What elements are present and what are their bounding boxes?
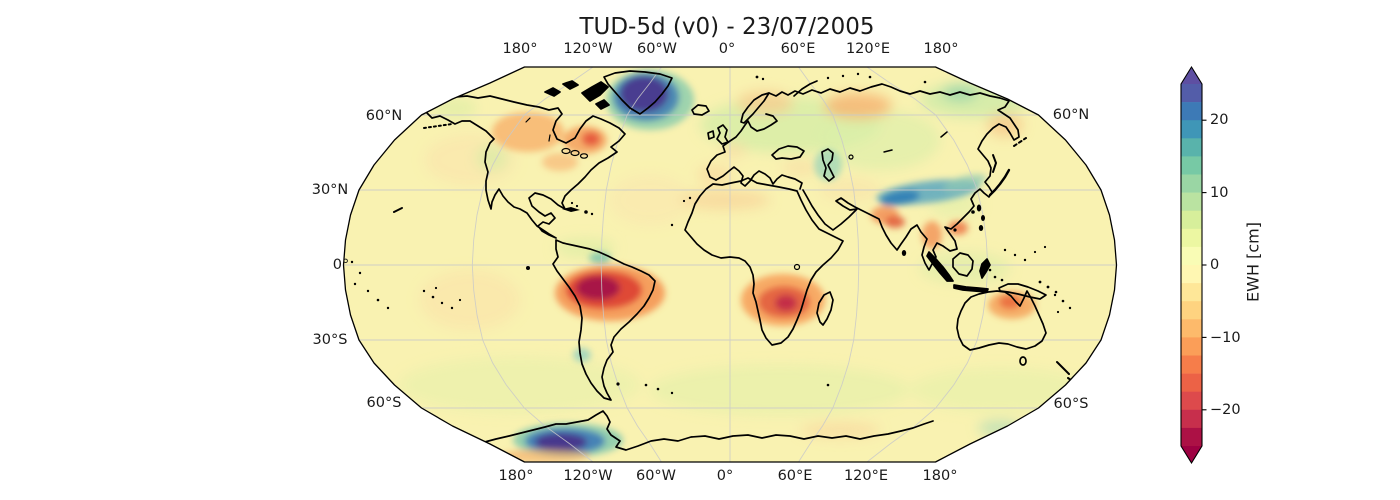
anomaly-canada: [492, 112, 607, 171]
anomaly-southern-africa: [741, 274, 825, 326]
coast-asia: [768, 83, 1020, 271]
axis-label-bottom-60w: 60°W: [635, 468, 677, 484]
colorbar-tick-label-m10: −10: [1210, 329, 1241, 346]
lake-victoria: [793, 263, 801, 271]
graticule: [343, 67, 1117, 462]
axis-label-top-120w: 120°W: [563, 41, 613, 57]
coast-black-sea: [771, 145, 805, 160]
axis-label-bottom-120w: 120°W: [563, 468, 613, 484]
coast-west-europe: [706, 113, 778, 181]
lake-balkhash: [883, 149, 893, 153]
colorbar-outline: [1180, 65, 1203, 465]
anomaly-myanmar: [922, 221, 942, 249]
coast-scandinavia: [740, 92, 770, 124]
axis-label-top-60w: 60°W: [636, 41, 678, 57]
colorbar: [1180, 65, 1207, 465]
coast-antarctica: [451, 410, 934, 451]
coast-south-america: [552, 239, 656, 401]
anomaly-bangladesh: [885, 216, 905, 228]
hawaii: [393, 207, 403, 213]
coast-sumatra: [926, 251, 954, 282]
axis-label-bottom-180e: 180°: [922, 468, 958, 484]
axis-label-bottom-60e: 60°E: [777, 468, 813, 484]
philippines: [976, 204, 985, 231]
colorbar-axis-label: EWH [cm]: [1243, 222, 1263, 302]
axis-label-left-30s: 30°S: [312, 332, 348, 348]
coast-borneo: [952, 252, 974, 277]
colorbar-tick-label-0: 0: [1210, 257, 1220, 273]
axis-label-left-0: 0°: [332, 257, 350, 273]
axis-label-left-30n: 30°N: [311, 182, 349, 198]
axis-label-top-180e: 180°: [923, 41, 959, 57]
colorbar-tick-label-10: 10: [1210, 184, 1229, 201]
coast-new-guinea: [998, 283, 1047, 300]
aleutian-islands: [423, 123, 453, 129]
coast-caspian-sea: [821, 148, 835, 182]
coast-madagascar: [816, 291, 834, 326]
colorbar-gradient: [1181, 84, 1202, 447]
axis-label-bottom-120e: 120°E: [843, 468, 889, 484]
axis-label-right-60s: 60°S: [1053, 396, 1089, 412]
coast-ireland: [707, 130, 715, 140]
anomaly-indochina: [948, 221, 968, 235]
colorbar-tick-marks: [1202, 119, 1207, 411]
colorbar-extend-under: [1181, 446, 1202, 463]
axis-label-top-0: 0°: [718, 41, 736, 57]
coast-greenland: [603, 70, 673, 115]
colorbar-extend-over: [1181, 67, 1202, 84]
lake-baikal: [940, 131, 948, 138]
coast-australia: [956, 290, 1047, 351]
coast-tasmania: [1019, 356, 1027, 366]
coast-south-europe: [715, 166, 803, 190]
anomaly-amazon: [555, 265, 665, 321]
axis-label-right-60n: 60°N: [1052, 107, 1090, 123]
coast-africa: [684, 177, 844, 346]
coast-japan: [988, 168, 1011, 197]
colorbar-tick-label-m20: −20: [1210, 402, 1241, 418]
kuril-islands: [1013, 137, 1027, 147]
figure-title: TUD-5d (v0) - 23/07/2005: [579, 14, 875, 40]
great-lakes: [525, 117, 589, 159]
axis-label-top-180w: 180°: [502, 41, 538, 57]
axis-label-left-60s: 60°S: [366, 395, 402, 411]
anomaly-patagonia: [573, 348, 591, 362]
coast-great-britain: [716, 124, 729, 145]
anomaly-greenland: [606, 70, 694, 130]
coast-north-america: [425, 95, 626, 239]
coast-sakhalin: [992, 154, 997, 173]
axis-label-top-60e: 60°E: [780, 41, 816, 57]
anomaly-west-antarctica: [500, 423, 623, 462]
anomaly-washes: [400, 82, 1090, 438]
coastlines: [350, 70, 1082, 451]
coast-iceland: [691, 104, 710, 116]
coast-novaya-zemlya: [793, 80, 818, 97]
island-specks: [350, 72, 1072, 395]
map-boundary: [342, 66, 1118, 463]
axis-label-bottom-0: 0°: [716, 468, 734, 484]
axis-label-bottom-180w: 180°: [498, 468, 534, 484]
axis-label-left-60n: 60°N: [365, 108, 403, 124]
colorbar-tick-label-20: 20: [1210, 112, 1229, 128]
axis-label-top-120e: 120°E: [845, 41, 891, 57]
anomaly-venezuela: [589, 252, 611, 264]
anomaly-himalaya: [876, 174, 987, 206]
coast-sulawesi: [979, 258, 991, 279]
coast-arctic-archipelago: [544, 80, 610, 110]
lake-aral: [848, 154, 854, 160]
